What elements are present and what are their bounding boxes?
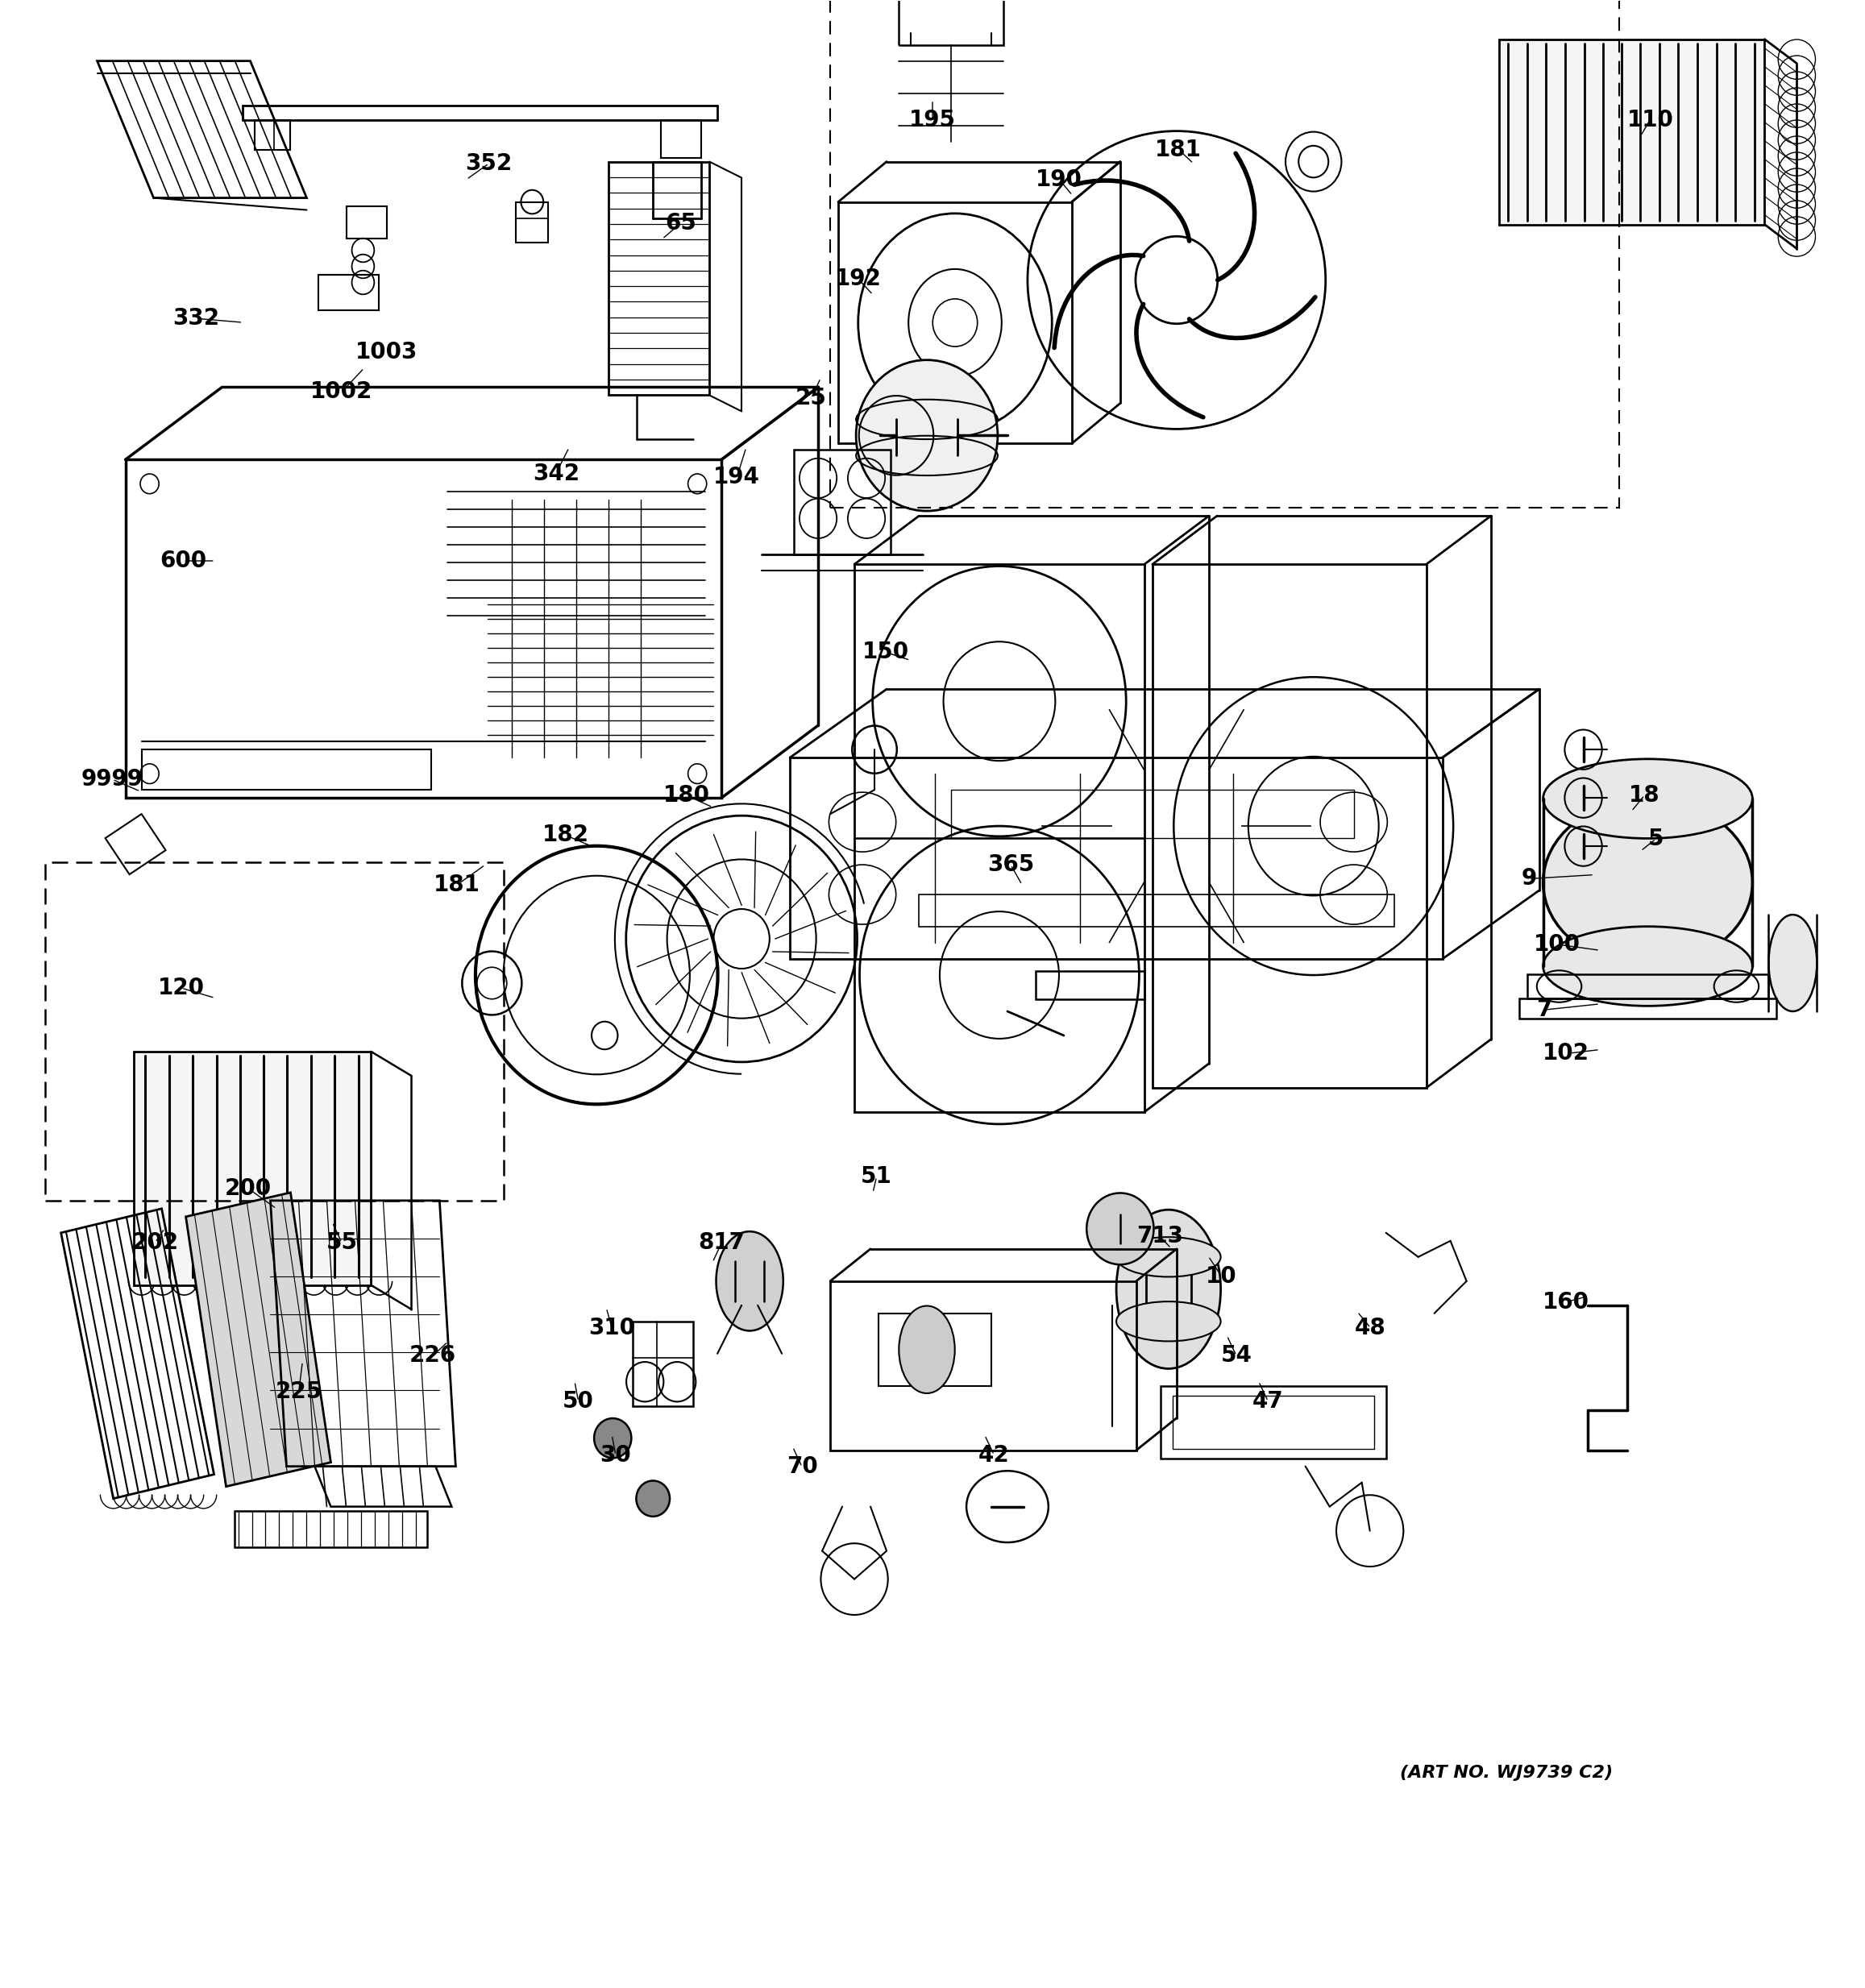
Text: 100: 100: [1533, 932, 1580, 956]
Ellipse shape: [1768, 914, 1817, 1012]
Ellipse shape: [1117, 1302, 1222, 1342]
Text: 150: 150: [862, 640, 910, 664]
Text: 5: 5: [1649, 827, 1664, 851]
Ellipse shape: [1542, 799, 1753, 966]
Ellipse shape: [1087, 1193, 1154, 1264]
Text: 50: 50: [563, 1390, 595, 1413]
Text: 120: 120: [159, 976, 205, 1000]
Text: 600: 600: [160, 549, 207, 573]
Text: 54: 54: [1222, 1344, 1251, 1368]
Text: 194: 194: [714, 465, 761, 489]
Text: 55: 55: [326, 1231, 358, 1254]
Text: 51: 51: [862, 1165, 891, 1189]
Ellipse shape: [1542, 759, 1753, 839]
Text: 102: 102: [1542, 1042, 1589, 1066]
Text: 160: 160: [1542, 1290, 1589, 1314]
Text: 342: 342: [533, 461, 580, 485]
Polygon shape: [1499, 40, 1764, 225]
Text: 182: 182: [543, 823, 589, 847]
Text: (ART NO. WJ9739 C2): (ART NO. WJ9739 C2): [1401, 1765, 1613, 1781]
Text: 65: 65: [666, 213, 696, 235]
Ellipse shape: [856, 360, 998, 511]
Text: 1002: 1002: [310, 380, 373, 404]
Text: 200: 200: [226, 1177, 272, 1201]
Text: 310: 310: [589, 1316, 636, 1340]
Ellipse shape: [899, 1306, 955, 1394]
Text: 25: 25: [796, 386, 826, 410]
Text: 9: 9: [1522, 867, 1537, 891]
Text: 42: 42: [979, 1443, 1009, 1467]
Text: 1003: 1003: [354, 342, 418, 364]
Text: 110: 110: [1626, 109, 1673, 131]
Bar: [830, 0, 1619, 509]
Text: 18: 18: [1628, 783, 1660, 807]
Ellipse shape: [1117, 1237, 1222, 1276]
Ellipse shape: [716, 1231, 783, 1330]
Text: 47: 47: [1253, 1390, 1283, 1413]
Ellipse shape: [1542, 926, 1753, 1006]
Text: 7: 7: [1537, 998, 1552, 1022]
Text: 30: 30: [601, 1443, 630, 1467]
Text: 180: 180: [664, 783, 711, 807]
Polygon shape: [186, 1193, 330, 1487]
Ellipse shape: [636, 1481, 670, 1517]
Text: 713: 713: [1136, 1225, 1182, 1248]
Text: 9999: 9999: [82, 767, 144, 791]
Text: 10: 10: [1207, 1264, 1236, 1288]
Text: 225: 225: [276, 1380, 323, 1404]
Polygon shape: [134, 1052, 371, 1284]
Ellipse shape: [595, 1417, 632, 1457]
Bar: [899, 0, 1003, 46]
Text: 192: 192: [836, 268, 882, 290]
Text: 332: 332: [173, 308, 220, 330]
Text: 195: 195: [908, 109, 957, 131]
Text: 181: 181: [435, 873, 481, 897]
Text: 226: 226: [410, 1344, 457, 1368]
Text: 202: 202: [132, 1231, 179, 1254]
Text: 70: 70: [787, 1455, 817, 1479]
Bar: [45, 863, 504, 1201]
Text: 190: 190: [1035, 169, 1082, 191]
Text: 817: 817: [699, 1231, 746, 1254]
Text: 181: 181: [1154, 139, 1201, 161]
Text: 352: 352: [466, 153, 513, 175]
Ellipse shape: [1136, 237, 1218, 324]
Ellipse shape: [1117, 1209, 1222, 1368]
Text: 48: 48: [1354, 1316, 1386, 1340]
Text: 365: 365: [987, 853, 1035, 877]
